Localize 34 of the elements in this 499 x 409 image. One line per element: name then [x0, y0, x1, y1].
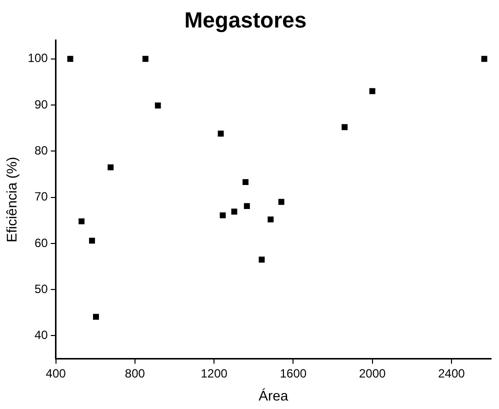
x-tick-label: 2000	[358, 366, 386, 380]
point	[78, 218, 85, 224]
point	[258, 256, 265, 263]
point	[89, 238, 95, 244]
point	[369, 88, 376, 94]
point	[268, 216, 274, 222]
y-tick-label: 80	[34, 143, 48, 158]
point	[244, 203, 250, 210]
y-tick-label: 40	[34, 328, 48, 342]
y-tick-label: 70	[34, 190, 48, 204]
y-tick-label: 50	[34, 282, 48, 296]
point	[481, 56, 488, 62]
y-tick-label: 100	[28, 51, 48, 66]
point	[93, 314, 99, 320]
point	[278, 198, 284, 205]
point	[242, 179, 248, 186]
y-axis-title: Eficiência (%)	[3, 156, 20, 242]
point	[67, 56, 74, 62]
x-axis-title: Área	[258, 387, 288, 404]
x-tick-label: 1200	[200, 366, 228, 380]
point	[142, 56, 148, 62]
x-tick-label: 800	[124, 366, 146, 380]
point	[220, 212, 226, 218]
y-tick-label: 60	[34, 236, 48, 250]
point	[218, 130, 224, 137]
point	[342, 124, 348, 130]
point	[231, 208, 238, 215]
point	[108, 164, 114, 170]
x-tick-label: 1600	[280, 366, 307, 380]
y-tick-label: 90	[34, 97, 48, 112]
x-tick-label: 2400	[438, 366, 466, 380]
chart-title: Megastores	[184, 7, 307, 32]
x-tick-label: 400	[46, 366, 66, 380]
point	[154, 102, 161, 108]
